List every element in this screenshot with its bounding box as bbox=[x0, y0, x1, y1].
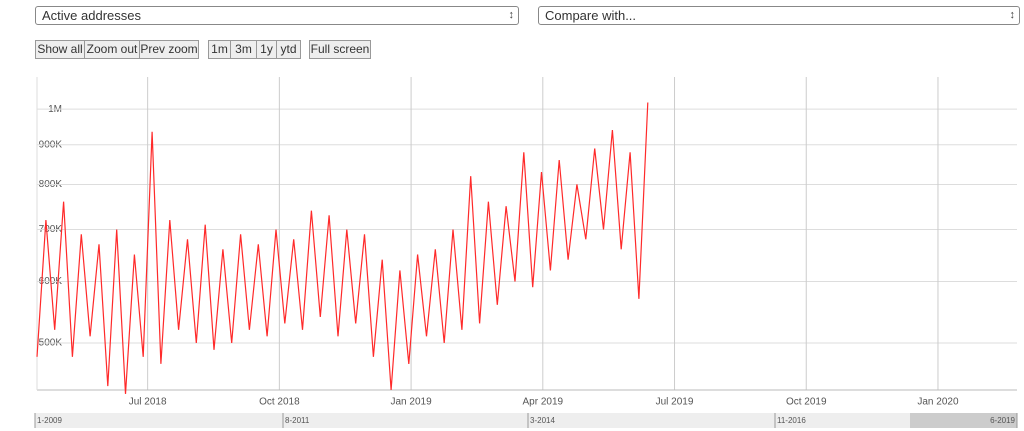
navigator-label: 1-2009 bbox=[37, 416, 62, 425]
button[interactable]: Zoom out bbox=[84, 40, 140, 59]
x-tick-label: Jan 2020 bbox=[917, 397, 959, 408]
button[interactable]: Prev zoom bbox=[139, 40, 199, 59]
metric-select[interactable]: Active addresses bbox=[35, 6, 519, 25]
data-line bbox=[36, 102, 649, 394]
navigator-label: 3-2014 bbox=[530, 416, 555, 425]
x-tick-label: Apr 2019 bbox=[523, 397, 564, 408]
navigator-selection[interactable] bbox=[910, 413, 1017, 428]
compare-select[interactable]: Compare with... bbox=[538, 6, 1020, 25]
x-tick-label: Jan 2019 bbox=[391, 397, 433, 408]
button[interactable]: Full screen bbox=[309, 40, 371, 59]
button[interactable]: 3m bbox=[230, 40, 257, 59]
navigator[interactable] bbox=[35, 413, 1017, 428]
navigator-label: 11-2016 bbox=[777, 416, 806, 425]
button[interactable]: Show all bbox=[35, 40, 85, 59]
navigator-label: 6-2019 bbox=[990, 416, 1015, 425]
x-tick-label: Jul 2019 bbox=[656, 397, 694, 408]
navigator-label: 8-2011 bbox=[285, 416, 310, 425]
x-tick-label: Oct 2018 bbox=[259, 397, 300, 408]
button[interactable]: 1y bbox=[256, 40, 277, 59]
x-tick-label: Jul 2018 bbox=[129, 397, 167, 408]
button[interactable]: ytd bbox=[276, 40, 301, 59]
x-tick-label: Oct 2019 bbox=[786, 397, 827, 408]
